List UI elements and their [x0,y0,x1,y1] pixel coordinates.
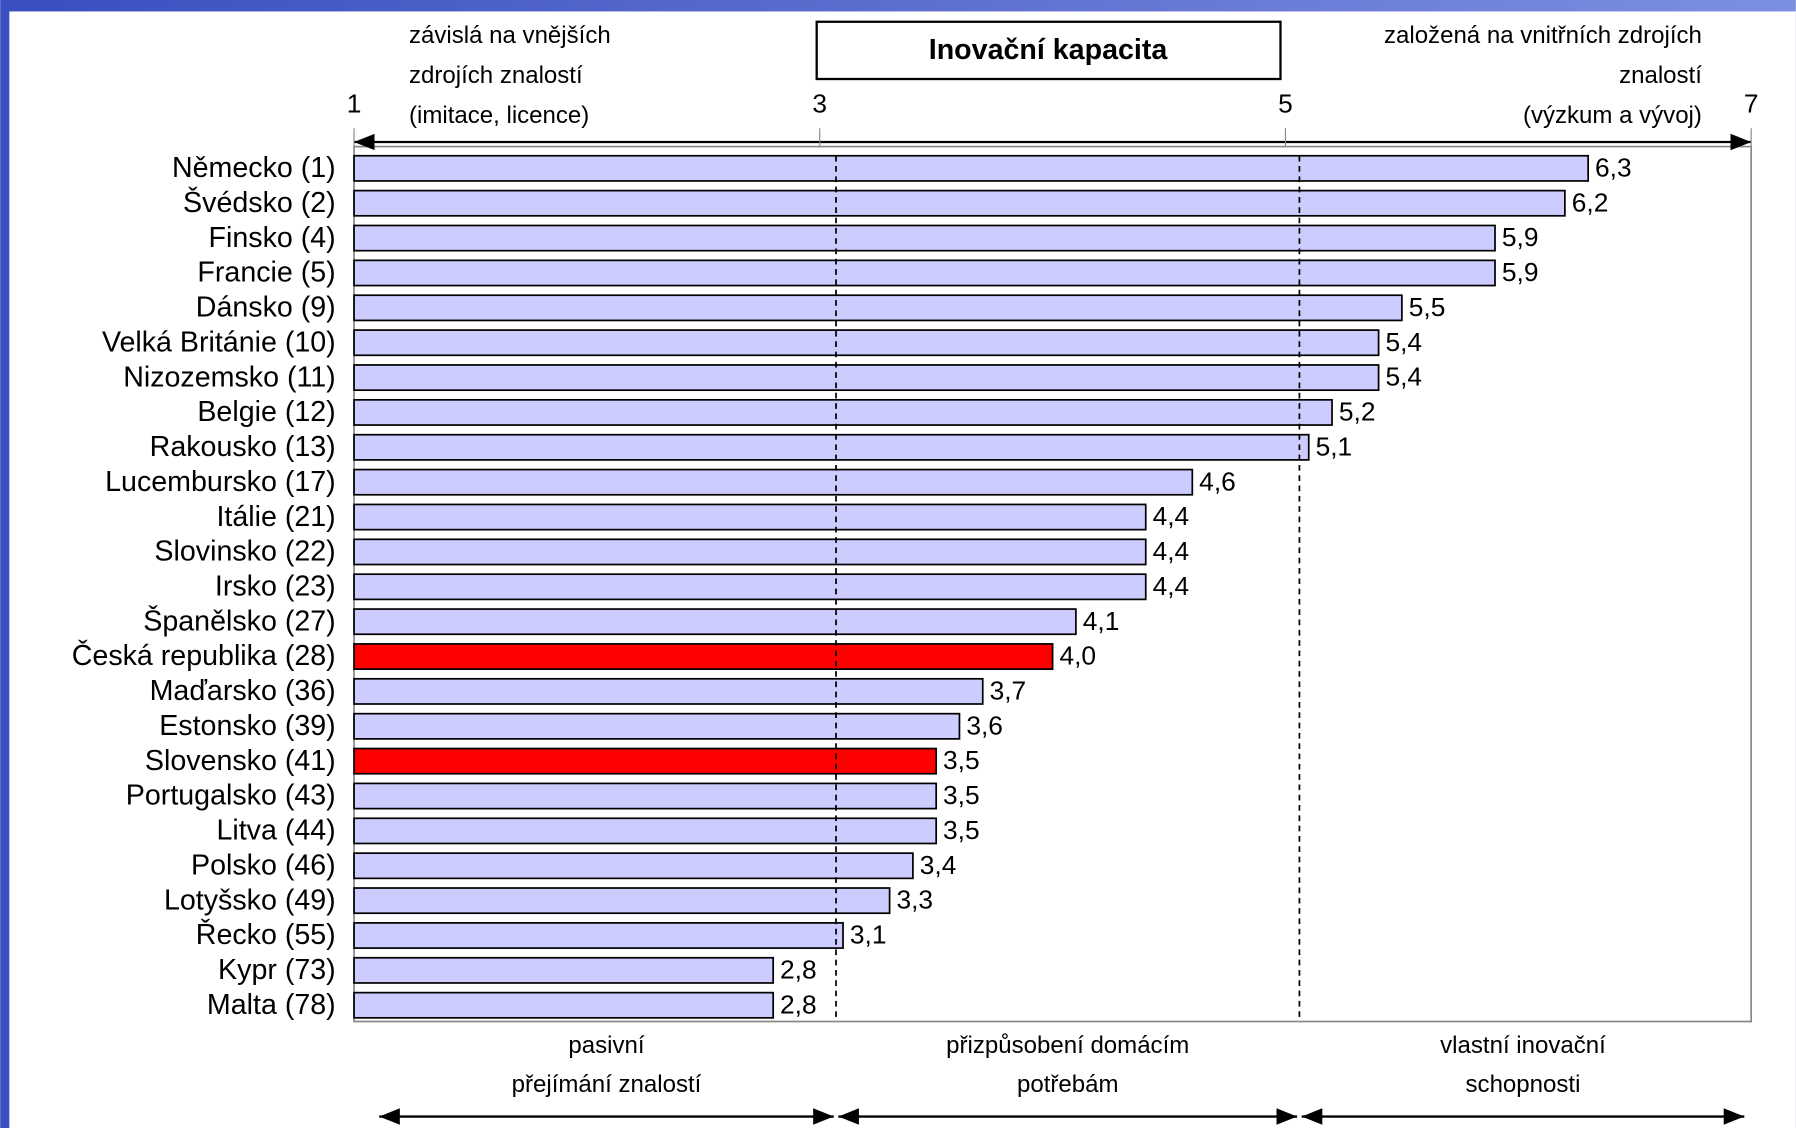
note: (imitace, licence) [409,102,589,129]
bar [353,922,844,949]
bar [353,364,1380,392]
x-tick-label: 1 [347,88,362,118]
data-label: 5,5 [1409,292,1446,322]
y-tick-label: Velká Británie (10) [102,326,336,358]
note: zdrojích znalostí [409,62,583,89]
data-label: 2,8 [780,989,817,1019]
data-label: 4,1 [1083,606,1120,636]
y-tick-label: Slovinsko (22) [154,536,335,568]
bar [353,259,1496,287]
data-label: 3,1 [850,920,887,950]
data-label: 3,7 [990,675,1027,705]
y-tick-label: Španělsko (27) [143,603,335,637]
data-label: 3,6 [966,710,1003,740]
note: založená na vnitřních zdrojích [1384,22,1702,49]
y-tick-label: Itálie (21) [216,501,335,533]
bar [353,712,961,740]
x-tick-label: 3 [812,88,827,118]
bar [353,747,938,775]
data-label: 2,8 [780,954,817,984]
data-label: 3,4 [920,850,957,880]
bar [353,224,1496,252]
bar [353,991,775,1019]
y-tick-label: Belgie (12) [197,396,335,428]
data-label: 4,6 [1199,466,1236,496]
data-label: 3,5 [943,780,980,810]
bar [353,608,1077,636]
y-tick-label: Německo (1) [172,152,336,184]
data-label: 4,4 [1153,571,1190,601]
bar [353,468,1194,496]
y-tick-label: Polsko (46) [191,849,336,881]
y-tick-label: Estonsko (39) [159,710,336,742]
x-tick-label: 5 [1278,88,1293,118]
y-tick-label: Kypr (73) [218,954,336,986]
y-tick-label: Portugalsko (43) [126,780,336,812]
data-label: 5,4 [1385,362,1422,392]
zone-label: pasivní [568,1032,644,1059]
bar [353,643,1054,670]
note: znalostí [1619,62,1702,89]
y-tick-label: Slovensko (41) [145,745,336,777]
data-label: 3,3 [896,885,933,915]
y-tick-label: Finsko (4) [209,222,336,254]
y-tick-label: Česká republika (28) [72,638,336,672]
bar [353,189,1566,217]
data-label: 3,5 [943,815,980,845]
x-tick-label: 7 [1744,88,1759,118]
note: závislá na vnějších [409,22,611,49]
data-label: 5,9 [1502,222,1539,252]
data-label: 6,3 [1595,152,1632,182]
y-tick-label: Malta (78) [207,989,336,1021]
bar [353,677,984,705]
y-tick-label: Litva (44) [216,815,335,847]
data-label: 3,5 [943,745,980,775]
y-tick-label: Dánsko (9) [196,292,336,324]
data-label: 4,0 [1059,641,1096,671]
bar [353,573,1147,601]
zone-label: přizpůsobení domácím [946,1032,1189,1059]
data-label: 5,4 [1385,327,1422,357]
y-tick-label: Lucembursko (17) [105,466,336,498]
bar [353,817,938,845]
bar [353,782,938,810]
y-tick-label: Lotyšsko (49) [164,884,336,916]
zone-label: přejímání znalostí [512,1071,702,1098]
zone-label: schopnosti [1466,1071,1581,1098]
bar [353,329,1380,357]
y-tick-label: Rakousko (13) [150,431,336,463]
y-tick-label: Švédsko (2) [183,185,336,219]
bar [353,887,891,915]
data-label: 4,4 [1153,536,1190,566]
data-label: 5,1 [1316,431,1353,461]
data-label: 5,9 [1502,257,1539,287]
y-tick-label: Francie (5) [197,257,335,289]
y-tick-label: Řecko (55) [196,918,336,951]
bar [353,503,1147,531]
y-tick-label: Irsko (23) [215,570,336,602]
bar [353,433,1310,461]
note: (výzkum a vývoj) [1523,102,1702,129]
title-box [815,20,1282,81]
bar [353,852,914,880]
data-label: 6,2 [1572,187,1609,217]
data-label: 5,2 [1339,397,1376,427]
data-label: 4,4 [1153,501,1190,531]
bar [353,398,1333,426]
bar [353,956,775,984]
y-tick-label: Maďarsko (36) [150,675,336,707]
zone-label: vlastní inovační [1440,1032,1606,1059]
y-tick-label: Nizozemsko (11) [123,361,336,393]
bar [353,538,1147,566]
chart-title: Inovační kapacita [929,34,1169,66]
zone-label: potřebám [1017,1071,1119,1098]
bar [353,154,1590,182]
bar [353,294,1403,322]
